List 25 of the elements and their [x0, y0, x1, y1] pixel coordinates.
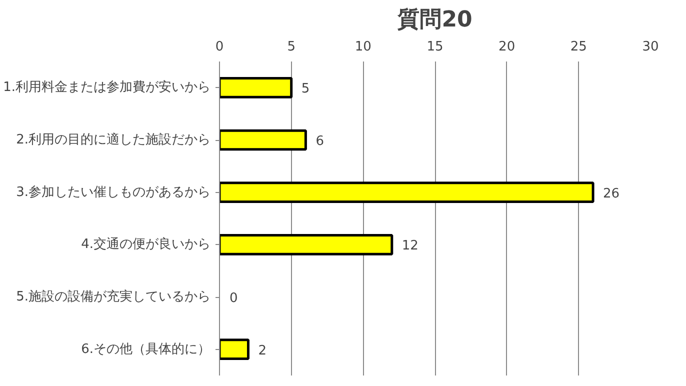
data-label: 2 [258, 343, 267, 358]
x-tick-label: 5 [287, 40, 296, 54]
y-tick-label: 2.利用の目的に適した施設だから [16, 132, 211, 148]
data-label: 6 [316, 134, 324, 149]
x-tick-label: 10 [354, 40, 372, 54]
y-tick-label: 4.交通の便が良いから [81, 236, 211, 252]
x-tick-label: 15 [426, 40, 444, 54]
bar [220, 129, 307, 151]
y-tick-label: 3.参加したい催しものがあるから [16, 184, 211, 200]
bar [220, 76, 293, 98]
x-tick-label: 30 [642, 40, 659, 54]
bar [220, 234, 394, 256]
y-tick-label: 1.利用料金または参加費が安いから [3, 79, 211, 96]
bar [220, 338, 250, 360]
y-tick-label: 6.その他（具体的に） [81, 342, 211, 357]
x-tick-label: 0 [215, 40, 224, 54]
data-label: 5 [301, 82, 310, 97]
bar [220, 182, 594, 204]
data-label: 12 [402, 238, 418, 254]
x-tick-label: 20 [498, 40, 516, 54]
chart-title: 質問20 [396, 6, 472, 32]
y-tick-label: 5.施設の設備が充実しているから [16, 288, 211, 304]
data-label: 0 [230, 291, 238, 306]
data-label: 26 [603, 186, 620, 202]
x-tick-label: 25 [570, 40, 587, 54]
